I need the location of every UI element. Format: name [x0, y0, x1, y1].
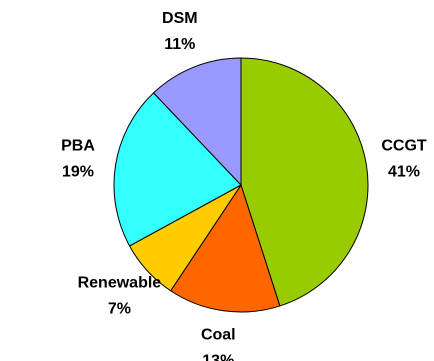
pie-slice: [113, 92, 242, 247]
slice-value-label: 19%: [62, 164, 94, 181]
slice-label: Renewable: [78, 275, 162, 292]
slice-label: DSM: [162, 10, 198, 27]
slice-value-label: 41%: [388, 164, 420, 181]
pie-slice: [240, 57, 369, 307]
slice-value-label: 13%: [202, 353, 234, 361]
slice-label: PBA: [61, 138, 95, 155]
slice-label: Coal: [201, 327, 236, 344]
pie-slice: [152, 57, 242, 187]
slice-value-label: 7%: [108, 301, 131, 318]
slice-label: CCGT: [381, 138, 427, 155]
slice-value-label: 11%: [164, 36, 195, 53]
pie-slice: [169, 183, 281, 313]
